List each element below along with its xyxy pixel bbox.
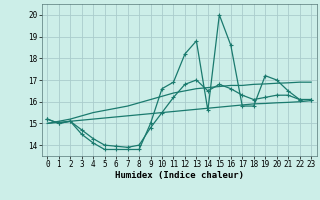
X-axis label: Humidex (Indice chaleur): Humidex (Indice chaleur) — [115, 171, 244, 180]
